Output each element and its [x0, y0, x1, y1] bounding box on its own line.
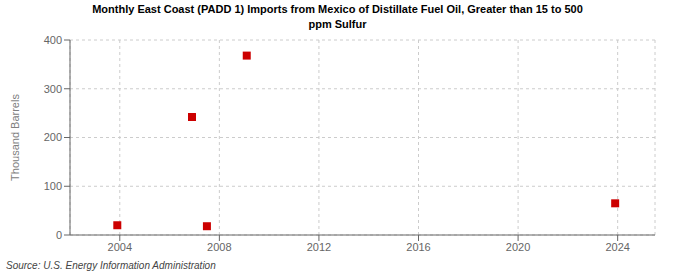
svg-text:2012: 2012 — [307, 241, 331, 253]
svg-text:Thousand Barrels: Thousand Barrels — [9, 94, 21, 181]
svg-text:0: 0 — [56, 229, 62, 241]
svg-text:2008: 2008 — [207, 241, 231, 253]
html-text:Monthly East Coast (PADD 1) Im: Monthly East Coast (PADD 1) Imports from… — [92, 3, 583, 15]
svg-text:100: 100 — [44, 180, 62, 192]
svg-text:2024: 2024 — [605, 241, 629, 253]
svg-text:200: 200 — [44, 131, 62, 143]
html-text:Source: U.S. Energy Informatio: Source: U.S. Energy Information Administ… — [6, 260, 216, 271]
svg-text:2016: 2016 — [406, 241, 430, 253]
svg-text:2004: 2004 — [108, 241, 132, 253]
svg-text:2020: 2020 — [506, 241, 530, 253]
svg-text:400: 400 — [44, 34, 62, 46]
svg-text:300: 300 — [44, 83, 62, 95]
html-text:ppm Sulfur: ppm Sulfur — [308, 18, 367, 30]
